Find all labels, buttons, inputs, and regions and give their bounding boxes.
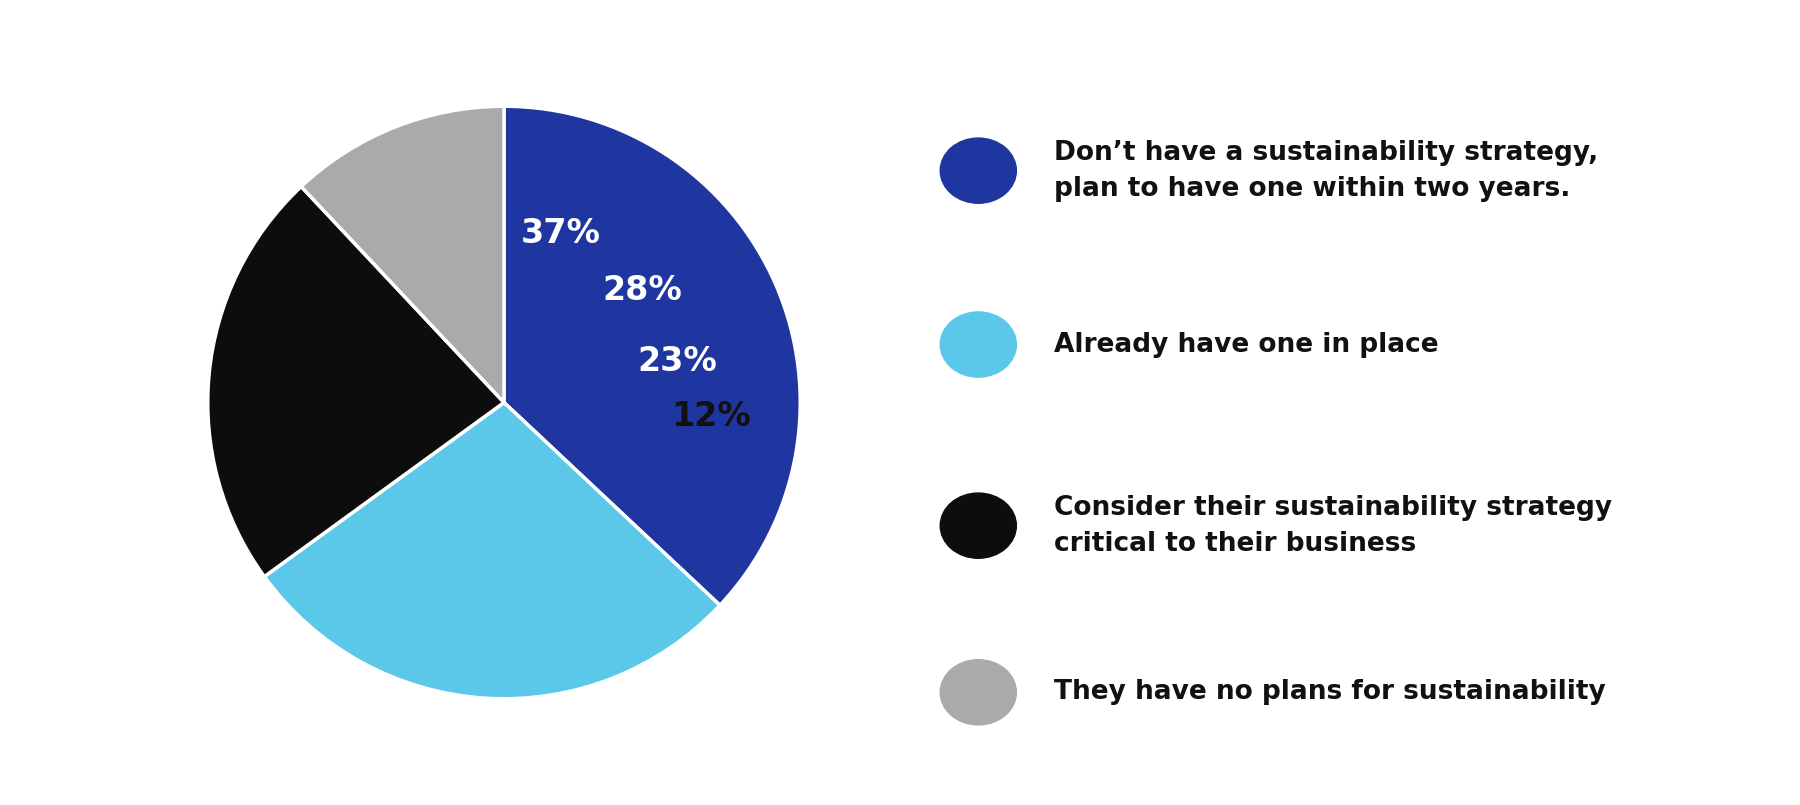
Text: Consider their sustainability strategy
critical to their business: Consider their sustainability strategy c… <box>1055 494 1613 557</box>
Text: 37%: 37% <box>520 217 601 250</box>
Wedge shape <box>504 106 801 605</box>
Circle shape <box>940 312 1017 377</box>
Text: 23%: 23% <box>637 345 716 378</box>
Circle shape <box>940 138 1017 204</box>
Wedge shape <box>265 402 720 699</box>
Wedge shape <box>301 106 504 402</box>
Circle shape <box>940 493 1017 559</box>
Text: Already have one in place: Already have one in place <box>1055 332 1438 357</box>
Circle shape <box>940 660 1017 724</box>
Text: They have no plans for sustainability: They have no plans for sustainability <box>1055 679 1606 705</box>
Wedge shape <box>207 187 504 576</box>
Text: Don’t have a sustainability strategy,
plan to have one within two years.: Don’t have a sustainability strategy, pl… <box>1055 139 1598 202</box>
Text: 12%: 12% <box>671 400 751 433</box>
Text: 28%: 28% <box>603 275 682 308</box>
